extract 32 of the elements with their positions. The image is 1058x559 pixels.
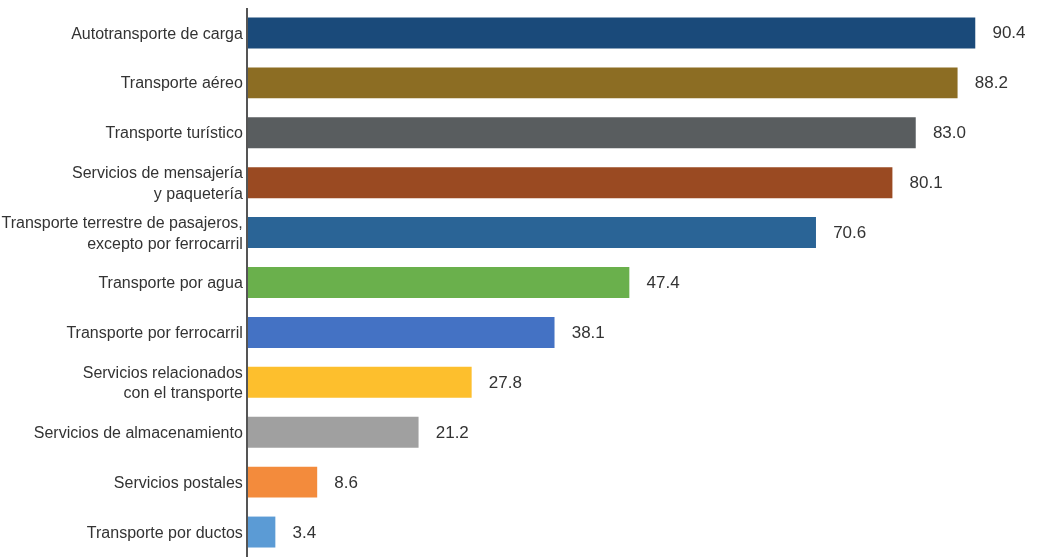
bar	[248, 366, 472, 398]
data-label: 21.2	[421, 422, 469, 442]
y-tick-label: Transporte terrestre de pasajeros, excepto por ferrocarril	[1, 213, 243, 252]
data-label: 88.2	[960, 73, 1008, 93]
y-tick-label: Servicios de almacenamiento	[33, 423, 243, 441]
y-tick-label: Transporte por ferrocarril	[66, 324, 243, 342]
data-label: 80.1	[895, 173, 943, 193]
data-label: 27.8	[474, 372, 522, 392]
bar	[248, 316, 555, 348]
data-label: 70.6	[818, 223, 867, 243]
bar	[248, 416, 419, 448]
bar	[248, 466, 318, 498]
data-label: 38.1	[557, 322, 605, 342]
data-label: 90.4	[978, 23, 1026, 43]
data-label: 3.4	[278, 522, 317, 542]
bar	[248, 167, 893, 199]
y-tick-label: Transporte aéreo	[120, 74, 243, 92]
y-tick-label: Transporte por agua	[98, 274, 243, 292]
bar	[248, 67, 958, 99]
bar	[248, 516, 276, 548]
data-label: 83.0	[918, 123, 967, 143]
y-tick-label: Transporte turístico	[105, 124, 243, 142]
bar	[248, 217, 816, 249]
data-label: 47.4	[632, 273, 680, 292]
y-tick-label: Servicios de mensajería y paquetería	[72, 163, 243, 202]
bar	[248, 17, 976, 49]
y-tick-label: Servicios relacionados con el transporte	[82, 363, 243, 402]
y-tick-label: Servicios postales	[113, 473, 243, 491]
y-tick-label: Autotransporte de carga	[71, 24, 243, 42]
bar	[248, 267, 630, 298]
data-label: 8.6	[320, 472, 358, 492]
y-tick-label: Transporte por ductos	[86, 523, 243, 541]
